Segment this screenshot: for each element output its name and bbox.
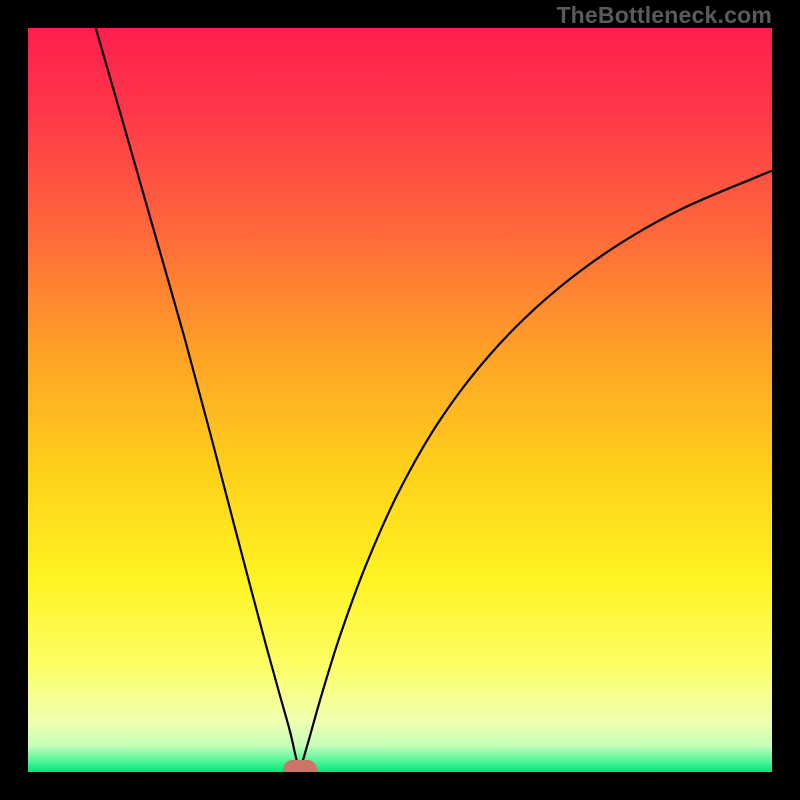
bottleneck-curve bbox=[28, 28, 772, 772]
optimal-marker bbox=[283, 760, 317, 772]
plot-area bbox=[28, 28, 772, 772]
watermark-text: TheBottleneck.com bbox=[556, 2, 772, 29]
